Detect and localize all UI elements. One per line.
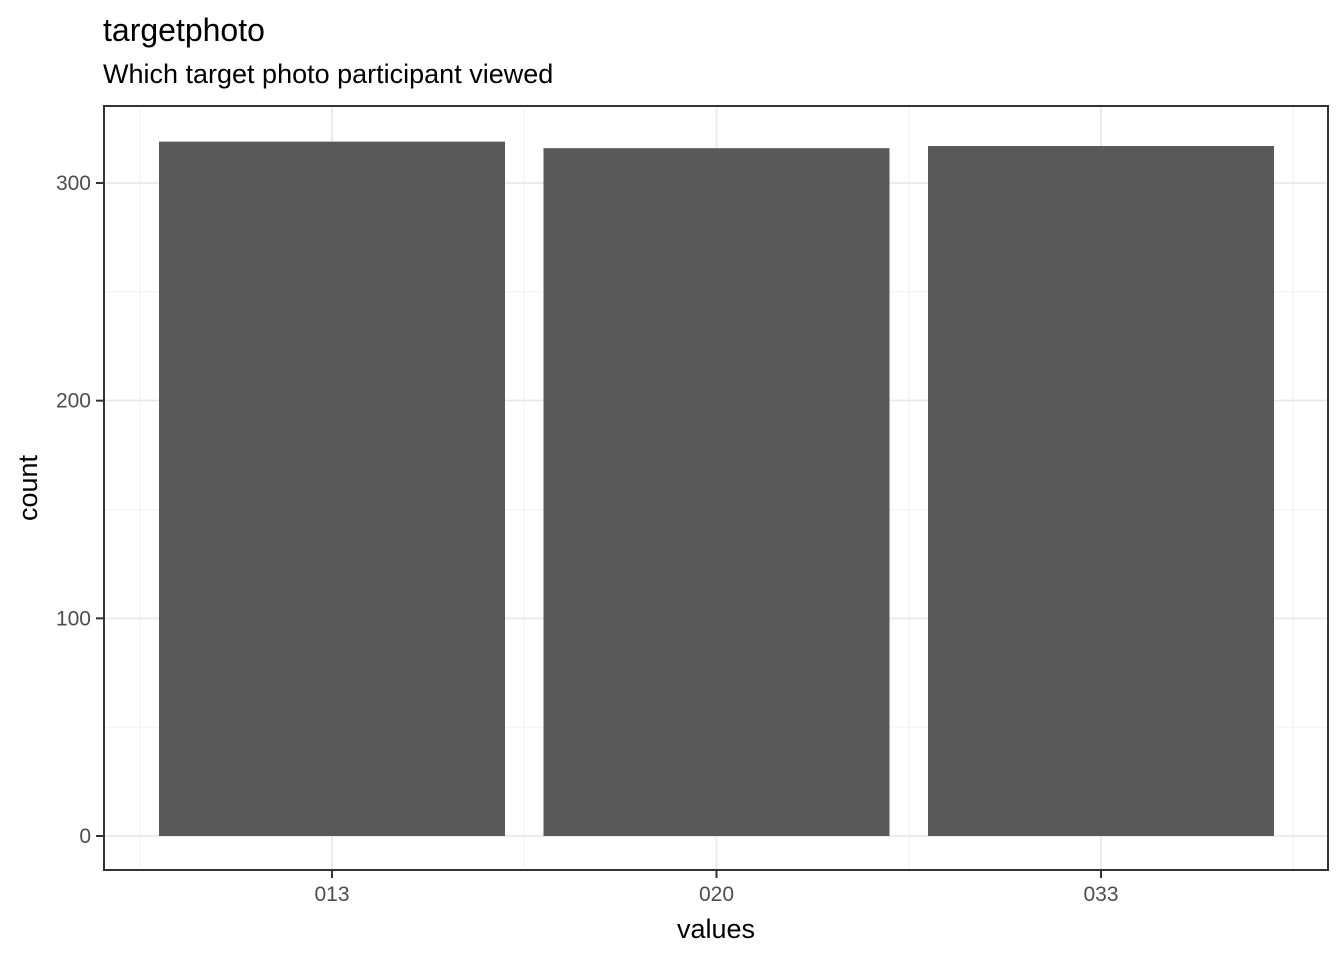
bar-033 — [928, 145, 1274, 836]
bars — [159, 141, 1274, 837]
y-axis: 0 100 200 300 — [56, 172, 104, 848]
x-tick-label-013: 013 — [314, 883, 349, 906]
y-axis-title: count — [13, 454, 43, 521]
y-tick-label: 0 — [79, 825, 91, 848]
x-axis-title: values — [677, 914, 755, 944]
chart-subtitle: Which target photo participant viewed — [103, 59, 553, 89]
x-axis: 013 020 033 — [314, 870, 1119, 906]
x-tick-label-033: 033 — [1083, 883, 1118, 906]
y-tick-label: 100 — [56, 607, 91, 630]
bar-013 — [159, 141, 505, 837]
y-tick-label: 200 — [56, 390, 91, 413]
chart-title: targetphoto — [103, 12, 265, 48]
bar-020 — [543, 148, 890, 836]
y-tick-label: 300 — [56, 172, 91, 195]
x-tick-label-020: 020 — [699, 883, 734, 906]
